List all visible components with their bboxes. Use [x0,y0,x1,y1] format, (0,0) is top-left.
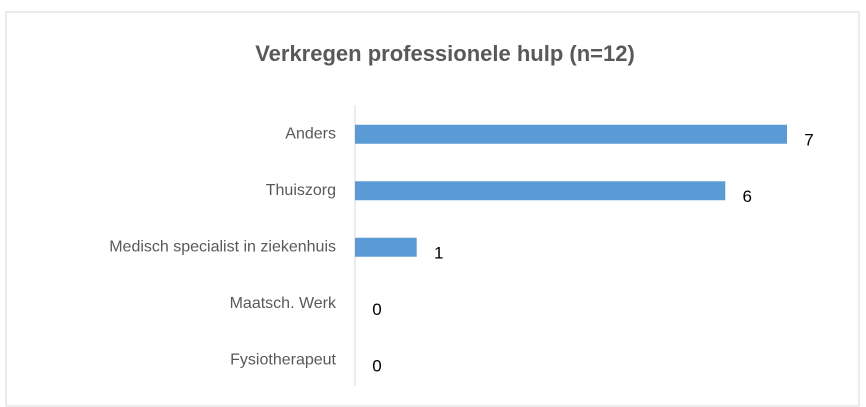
chart-frame [5,11,860,407]
chart-title: Verkregen professionele hulp (n=12) [255,41,635,66]
bar [355,237,417,257]
data-label: 7 [804,131,813,150]
y-tick-label: Fysiotherapeut [230,351,336,368]
data-label: 0 [372,300,381,319]
y-tick-label: Maatsch. Werk [230,295,337,312]
y-tick-label: Anders [285,125,336,142]
y-tick-label: Medisch specialist in ziekenhuis [109,238,336,255]
data-label: 0 [372,357,381,376]
data-label: 6 [743,187,752,206]
data-label: 1 [434,244,443,263]
y-tick-label: Thuiszorg [266,182,336,199]
bar [355,181,726,201]
bar [355,124,787,144]
